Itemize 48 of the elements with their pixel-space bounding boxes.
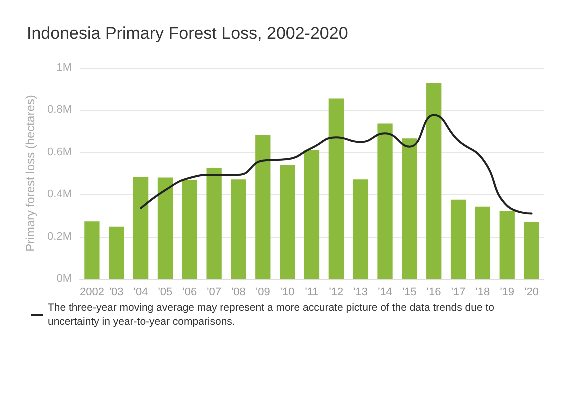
bar <box>450 200 466 279</box>
bar <box>426 83 442 279</box>
x-tick-label: '14 <box>378 286 392 298</box>
bar <box>500 211 515 279</box>
x-tick-label: '10 <box>280 286 295 298</box>
x-tick-label: '11 <box>305 286 319 298</box>
y-tick-label: 1M <box>56 62 72 74</box>
bar <box>304 150 320 279</box>
y-tick-label: 0M <box>56 273 72 285</box>
bar <box>280 165 296 279</box>
y-tick-label: 0.2M <box>48 230 72 243</box>
bar <box>109 226 124 279</box>
x-tick-label: '04 <box>134 286 148 298</box>
x-tick-label: '07 <box>207 286 222 298</box>
x-tick-label: '05 <box>158 286 173 298</box>
x-tick-label: '19 <box>500 286 515 298</box>
bar <box>475 206 491 279</box>
x-tick-label: '03 <box>109 286 124 298</box>
x-tick-label: '08 <box>232 286 246 298</box>
bar <box>231 180 246 279</box>
x-tick-label: '12 <box>329 286 344 298</box>
bar <box>402 138 418 279</box>
y-axis-title: Primary forest loss (hectares) <box>24 95 38 252</box>
legend-label: The three-year moving average may represent a more accurate picture of the data trends due to uncertainty in year-to-year comparisons. <box>48 302 498 328</box>
x-tick-label: '17 <box>451 286 466 298</box>
x-tick-label: '09 <box>256 286 270 298</box>
chart-title: Indonesia Primary Forest Loss, 2002-2020 <box>27 24 348 43</box>
bar <box>158 178 174 279</box>
bar <box>206 168 222 279</box>
y-tick-label: 0.8M <box>48 104 72 116</box>
line-series <box>140 114 533 215</box>
x-tick-label: '13 <box>354 286 368 298</box>
x-tick-label: 2002 <box>80 286 104 298</box>
bar <box>353 180 368 279</box>
bar <box>182 180 198 279</box>
bar <box>256 135 271 279</box>
y-tick-label: 0.4M <box>48 188 72 201</box>
x-tick-label: '16 <box>426 286 442 298</box>
bar <box>133 178 149 279</box>
y-tick-label: 0.6M <box>48 146 72 158</box>
bar <box>378 124 393 279</box>
bar <box>84 222 100 279</box>
bar <box>328 98 344 279</box>
x-tick-label: '18 <box>476 286 490 298</box>
x-tick-label: '20 <box>524 286 539 298</box>
bar <box>524 222 540 279</box>
x-tick-label: '15 <box>402 286 417 298</box>
x-tick-label: '06 <box>182 286 198 298</box>
